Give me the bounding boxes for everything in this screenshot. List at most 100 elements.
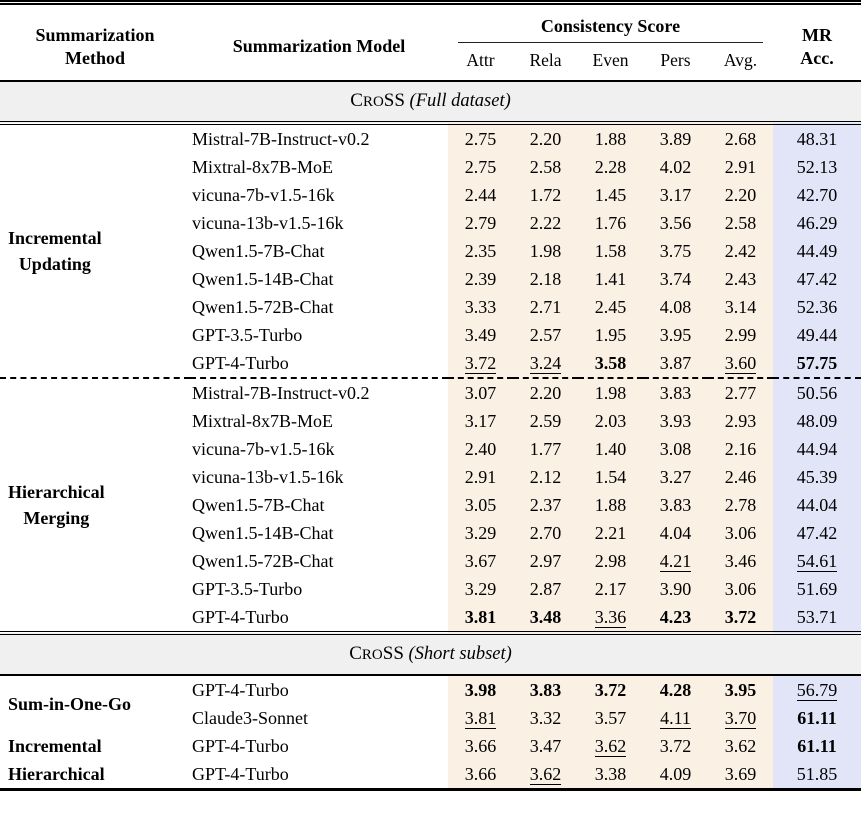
score-cell: 3.32 [513,704,578,732]
score-cell: 3.81 [448,603,513,633]
score-cell: 3.08 [643,435,708,463]
cell-value: 3.14 [724,296,757,317]
score-cell: 2.37 [513,491,578,519]
table-row: vicuna-13b-v1.5-16k 2.91 2.12 1.54 3.27 2.46 4… [0,463,861,491]
score-cell: 3.46 [708,547,774,575]
cell-value: 52.36 [796,296,838,317]
cell-value: 2.68 [724,128,757,149]
score-cell: 3.83 [643,377,708,407]
col-header-attr: Attr [448,43,513,81]
score-cell: 3.93 [643,407,708,435]
score-cell: 3.33 [448,293,513,321]
cell-value: 2.44 [464,184,497,205]
cell-value: 4.04 [659,522,692,543]
cell-value: 4.08 [659,296,692,317]
model-cell: GPT-4-Turbo [190,603,448,633]
score-cell: 1.98 [513,237,578,265]
cell-value: 3.83 [659,382,692,403]
cell-value: 3.17 [659,184,692,205]
table-row: Qwen1.5-72B-Chat 3.33 2.71 2.45 4.08 3.14 52.3… [0,293,861,321]
cell-value: 3.81 [464,606,497,627]
cell-value: 1.40 [594,438,627,459]
mr-cell: 52.13 [773,153,861,181]
col-header-consistency-score: Consistency Score [448,2,774,43]
col-header-mr-acc: MR Acc. [773,2,861,81]
mr-cell: 49.44 [773,321,861,349]
cell-value: 3.38 [594,763,627,784]
score-cell: 3.62 [708,732,774,760]
method-label: Sum-in-One-Go [8,694,132,714]
model-cell: GPT-4-Turbo [190,675,448,704]
score-cell: 3.62 [513,760,578,790]
score-cell: 2.42 [708,237,774,265]
model-cell: Mistral-7B-Instruct-v0.2 [190,123,448,153]
cell-value: 3.06 [724,578,757,599]
consistency-score-label: Consistency Score [458,13,764,43]
score-cell: 3.67 [448,547,513,575]
table-row: Incremental Updating Mistral-7B-Instruct-v… [0,123,861,378]
cell-value: 2.12 [529,466,562,487]
cell-value: 4.28 [659,679,692,700]
cell-value: 3.90 [659,578,692,599]
score-cell: 3.66 [448,732,513,760]
method-cell: Hierarchical [0,760,190,790]
score-cell: 2.39 [448,265,513,293]
cell-value: 3.07 [464,382,497,403]
score-cell: 3.60 [708,349,774,378]
cell-value: 3.27 [659,466,692,487]
section-band-text: SS [382,643,404,664]
section-band-text: RO [362,94,384,110]
cell-value: 2.57 [529,324,562,345]
score-cell: 2.03 [578,407,643,435]
cell-value: 3.95 [659,324,692,345]
model-cell: GPT-3.5-Turbo [190,321,448,349]
cell-value: 61.11 [797,707,837,728]
table-body: CROSS (Full dataset) Incremental Updating M… [0,80,861,790]
score-cell: 3.72 [643,732,708,760]
model-cell: GPT-4-Turbo [190,732,448,760]
score-cell: 3.98 [448,675,513,704]
col-header-mr-line2: Acc. [800,47,834,68]
col-header-summarization-model: Summarization Model [190,2,448,81]
method-cell: Sum-in-One-Go [0,675,190,732]
cell-value: 3.32 [529,707,562,728]
cell-value: 2.87 [529,578,562,599]
cell-value: 2.70 [529,522,562,543]
score-cell: 3.14 [708,293,774,321]
table-row: GPT-4-Turbo 3.81 3.48 3.36 4.23 3.72 53.71 [0,603,861,633]
cell-value: 3.74 [659,268,692,289]
table-row: Qwen1.5-14B-Chat 2.39 2.18 1.41 3.74 2.43 47.4… [0,265,861,293]
model-cell: GPT-4-Turbo [190,760,448,790]
mr-cell: 53.71 [773,603,861,633]
cell-value: 3.46 [724,550,757,571]
cell-value: 51.85 [796,763,838,784]
mr-cell: 50.56 [773,377,861,407]
cell-value: 2.42 [724,240,757,261]
cell-value: 46.29 [796,212,838,233]
model-cell: Qwen1.5-7B-Chat [190,491,448,519]
mr-cell: 61.11 [773,732,861,760]
cell-value: 1.41 [594,268,627,289]
cell-value: 2.71 [529,296,562,317]
model-cell: vicuna-7b-v1.5-16k [190,435,448,463]
col-header-even: Even [578,43,643,81]
cell-value: 4.09 [659,763,692,784]
score-cell: 2.68 [708,123,774,153]
score-cell: 2.17 [578,575,643,603]
score-cell: 4.02 [643,153,708,181]
cell-value: 3.58 [594,352,627,373]
cell-value: 2.91 [724,156,757,177]
mr-cell: 47.42 [773,265,861,293]
table-row: Mixtral-8x7B-MoE 2.75 2.58 2.28 4.02 2.91 52.1… [0,153,861,181]
cell-value: 3.87 [659,352,692,373]
cell-value: 1.72 [529,184,562,205]
cell-value: 1.58 [594,240,627,261]
method-cell: Hierarchical Merging [0,377,190,633]
cell-value: 57.75 [796,352,838,373]
model-cell: Qwen1.5-14B-Chat [190,265,448,293]
cell-value: 3.67 [464,550,497,571]
score-cell: 1.40 [578,435,643,463]
cell-value: 2.37 [529,494,562,515]
table-row: GPT-4-Turbo 3.72 3.24 3.58 3.87 3.60 57.75 [0,349,861,378]
cell-value: 3.66 [464,763,497,784]
